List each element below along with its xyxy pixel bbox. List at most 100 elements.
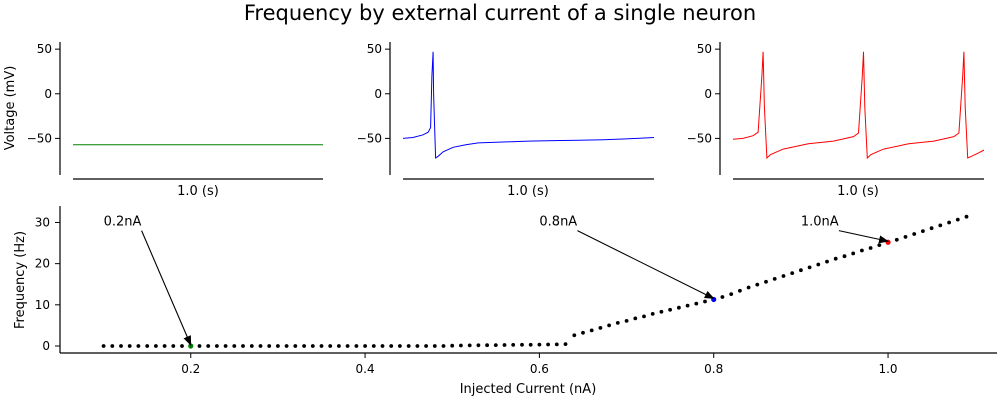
data-points <box>101 214 969 349</box>
y-tick-label: 20 <box>35 257 50 271</box>
x-tick-label: 1.0 <box>878 362 897 376</box>
y-axis-label: Frequency (Hz) <box>13 231 28 329</box>
y-tick-label: 0 <box>42 339 50 353</box>
data-point <box>215 344 219 348</box>
x-tick-label: 0.8 <box>704 362 723 376</box>
annotation-arrow <box>838 230 890 244</box>
data-point <box>249 344 254 348</box>
data-point <box>799 268 803 273</box>
annotation-label: 0.8nA <box>539 215 577 230</box>
y-tick-label: 0 <box>374 87 382 101</box>
y-ticks: 50 0 −50 <box>687 42 720 145</box>
data-point <box>493 343 498 347</box>
data-point <box>441 344 446 348</box>
data-point <box>677 305 681 310</box>
x-tick-label: 0.4 <box>356 362 375 376</box>
data-point <box>955 217 960 222</box>
data-point <box>302 344 306 348</box>
data-point <box>476 343 481 348</box>
data-point <box>511 343 516 347</box>
data-point <box>694 301 699 306</box>
voltage-panel-0.8nA: 50 0 −50 1.0 (s) <box>357 42 655 199</box>
data-point <box>659 309 664 314</box>
y-tick-label: 30 <box>35 215 50 229</box>
data-point <box>354 344 359 348</box>
data-point <box>398 344 402 348</box>
data-point <box>232 344 237 348</box>
data-point <box>258 344 263 348</box>
data-point <box>371 344 376 348</box>
annotation-label: 1.0nA <box>801 215 839 230</box>
data-point <box>154 344 158 348</box>
y-tick-label: −50 <box>357 131 382 145</box>
data-point <box>877 243 882 248</box>
data-point <box>947 220 951 225</box>
x-ticks: 0.2 0.4 0.6 0.8 1.0 <box>181 353 898 376</box>
y-tick-label: 0 <box>704 87 712 101</box>
data-point <box>415 344 420 348</box>
data-point <box>389 344 394 348</box>
data-point <box>624 319 629 323</box>
data-point <box>223 344 228 348</box>
data-point <box>781 274 786 278</box>
data-point <box>180 344 184 348</box>
data-point <box>345 344 350 348</box>
data-point <box>703 299 707 304</box>
data-point <box>929 226 934 231</box>
data-point <box>459 343 463 348</box>
data-point <box>319 344 324 348</box>
data-point <box>502 343 507 347</box>
data-point <box>241 344 245 348</box>
data-point <box>685 303 690 308</box>
data-point <box>363 344 367 348</box>
data-point <box>119 344 123 348</box>
data-point <box>860 248 864 253</box>
data-point <box>197 344 202 348</box>
x-axis-label: 1.0 (s) <box>837 184 879 199</box>
data-point <box>467 343 472 348</box>
data-point <box>171 344 176 348</box>
data-point <box>267 344 272 348</box>
data-point <box>833 256 838 261</box>
data-point <box>310 344 315 348</box>
data-point <box>868 246 873 250</box>
chart-title: Frequency by external current of a singl… <box>244 1 756 25</box>
annotations: 0.2nA 0.8nA 1.0nA <box>104 215 890 346</box>
data-point <box>380 344 385 348</box>
y-axis-label: Voltage (mV) <box>3 66 18 151</box>
data-point <box>485 343 489 348</box>
data-point <box>450 343 455 348</box>
data-point <box>650 312 655 316</box>
y-ticks: 0 10 20 30 <box>35 215 60 353</box>
data-point <box>772 277 777 281</box>
y-ticks: 50 0 −50 <box>27 42 60 145</box>
x-tick-label: 0.2 <box>181 362 200 376</box>
data-point <box>276 344 280 348</box>
data-point <box>851 251 856 256</box>
x-tick-label: 0.6 <box>530 362 549 376</box>
data-point <box>842 254 847 259</box>
data-point <box>746 285 751 290</box>
data-point <box>615 321 620 325</box>
data-point <box>921 229 925 234</box>
data-point <box>764 279 768 284</box>
data-point <box>554 342 559 347</box>
data-point <box>284 344 289 348</box>
y-tick-label: 50 <box>697 42 712 56</box>
voltage-trace-red <box>732 51 985 160</box>
data-point <box>581 330 585 335</box>
data-point <box>127 344 132 348</box>
annotation-arrow <box>141 230 192 346</box>
x-axis-label: 1.0 (s) <box>507 184 549 199</box>
annotation-label: 0.2nA <box>104 215 142 230</box>
x-axis-label: 1.0 (s) <box>177 184 219 199</box>
data-point <box>546 342 550 347</box>
data-point <box>110 344 115 348</box>
data-point <box>738 288 742 293</box>
x-axis-label: Injected Current (nA) <box>460 382 597 397</box>
data-point <box>816 262 821 267</box>
data-point <box>101 344 106 348</box>
data-point <box>528 342 533 347</box>
voltage-trace-blue <box>402 51 655 159</box>
